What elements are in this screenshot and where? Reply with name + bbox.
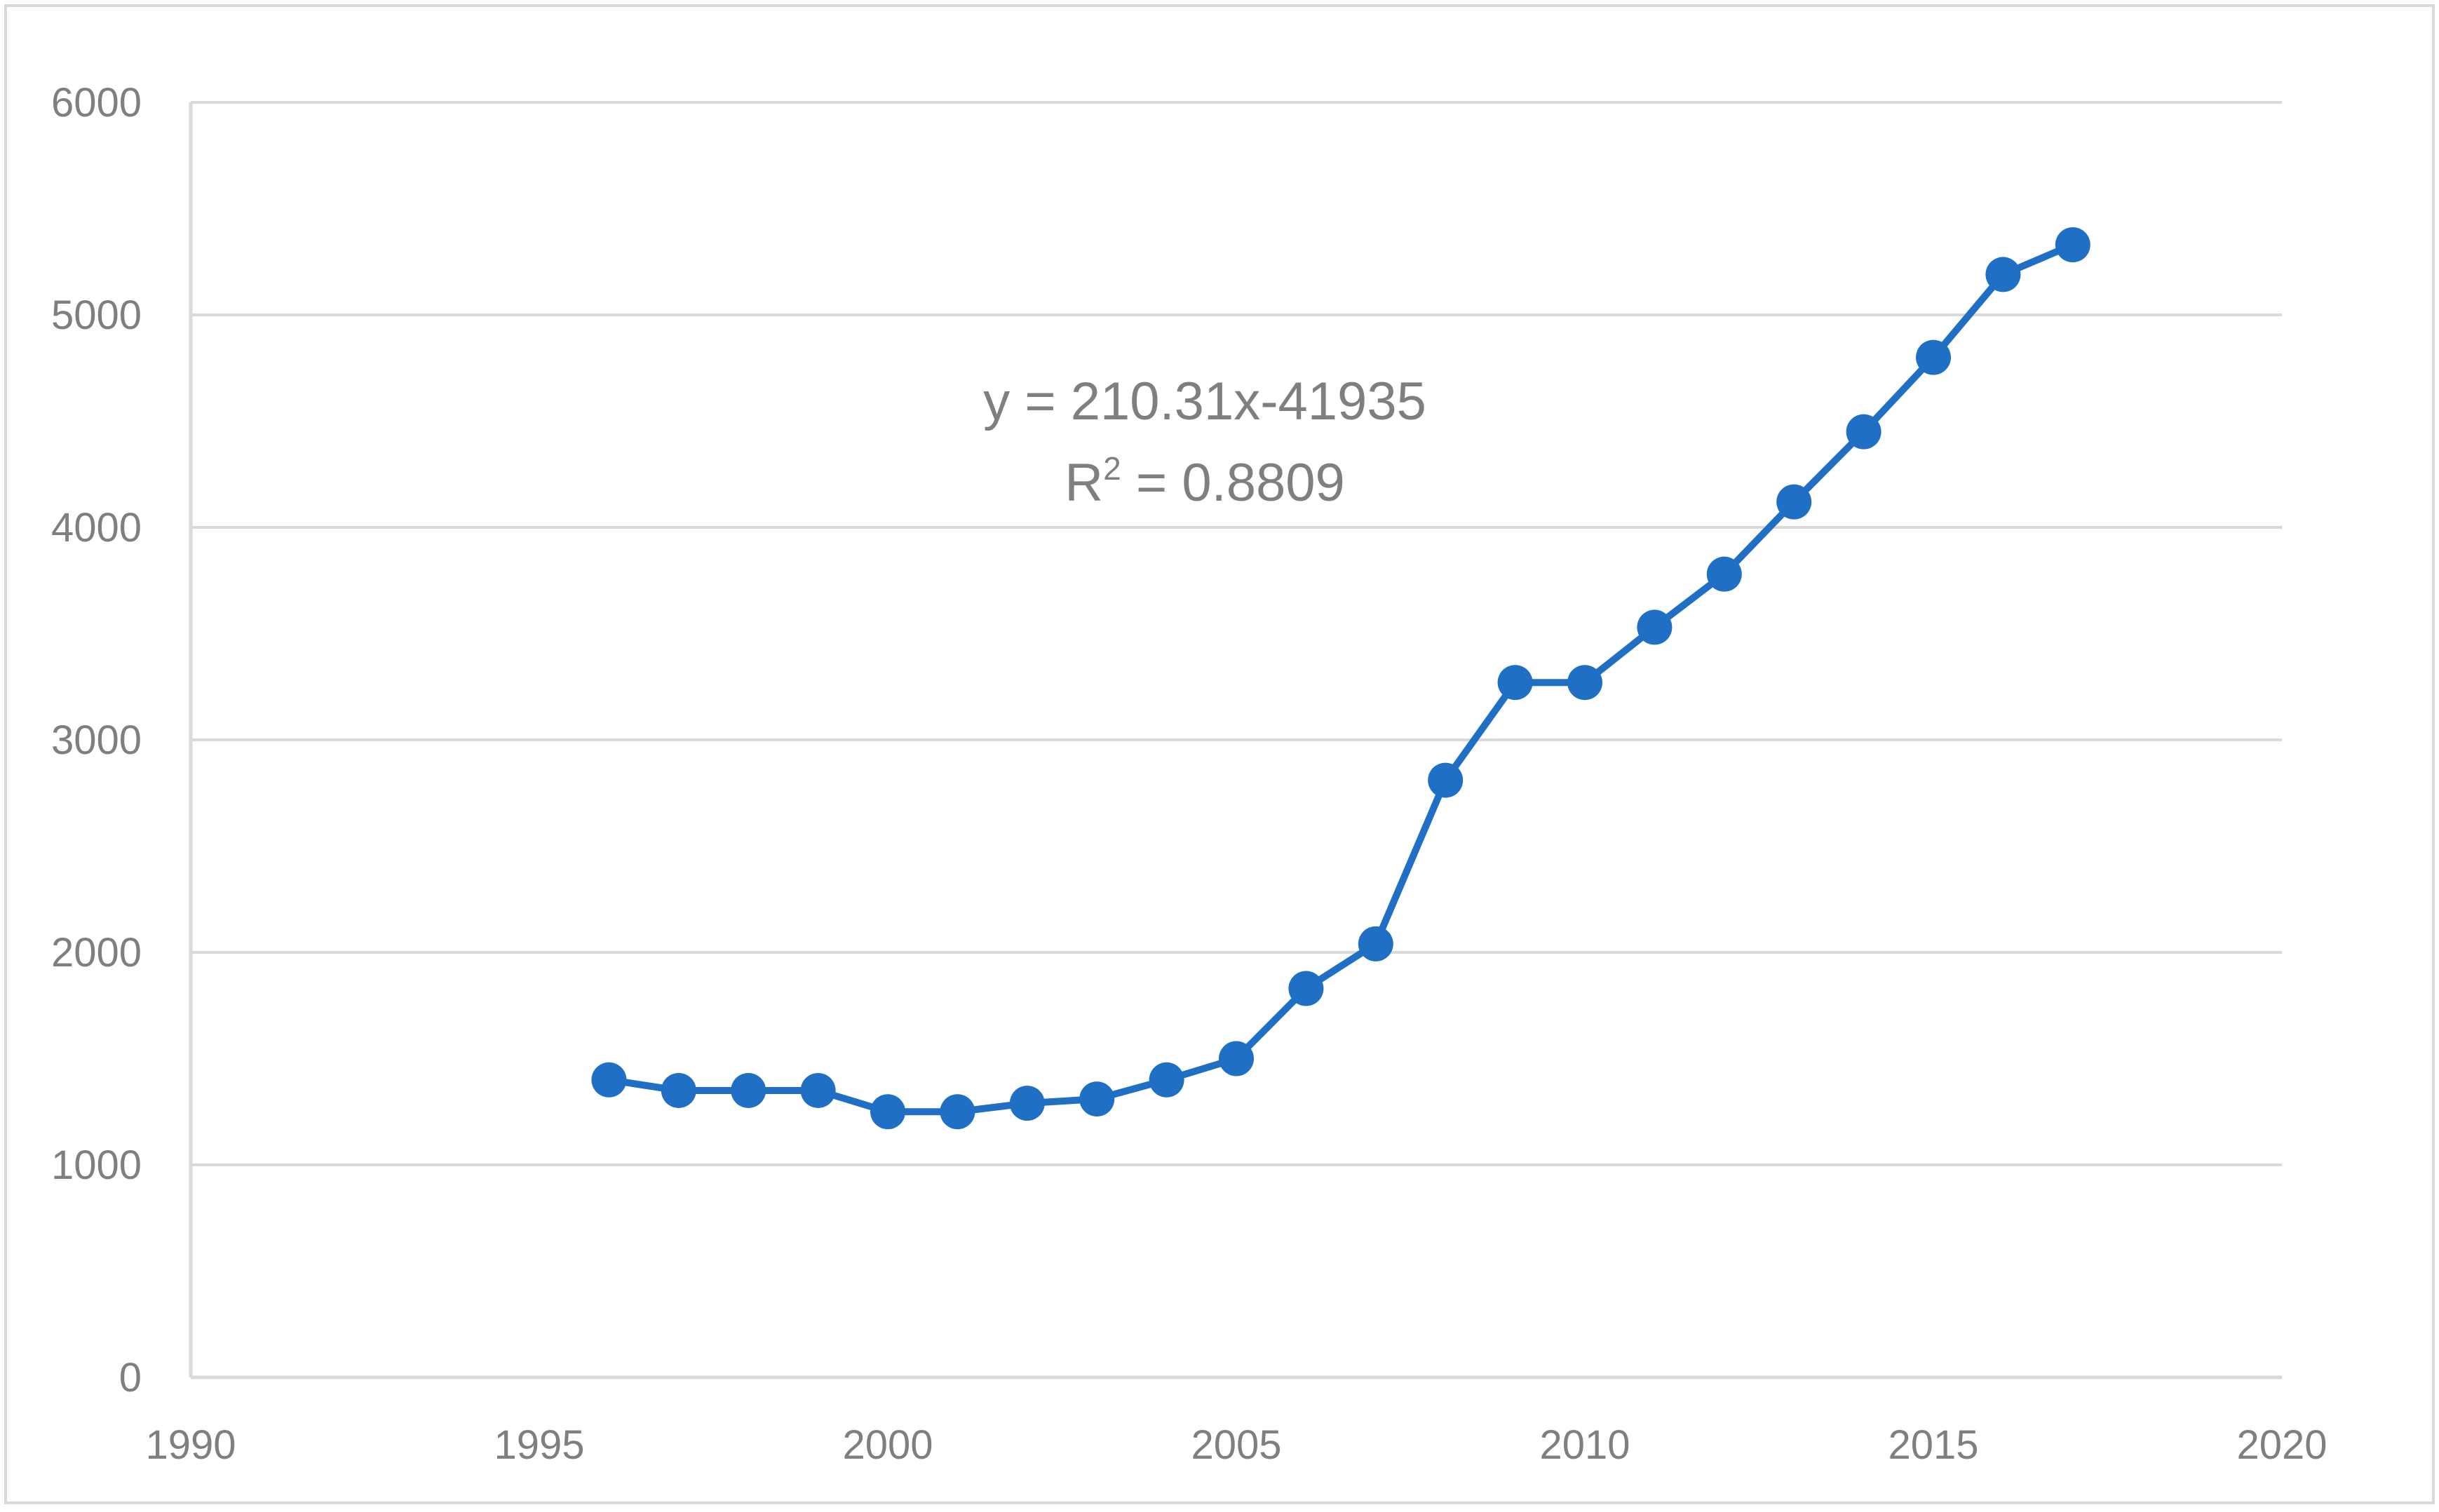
x-tick-label-1990: 1990 [145, 1422, 236, 1468]
data-point-2010 [1567, 665, 1602, 701]
r-squared-r: R [1065, 453, 1103, 513]
data-point-2007 [1358, 926, 1393, 961]
series-line [605, 241, 2076, 1116]
y-tick-label-6000: 6000 [51, 80, 142, 126]
data-point-2013 [1776, 484, 1812, 520]
y-tick-label-0: 0 [119, 1355, 142, 1400]
r-squared-label: R2 = 0.8809 [1065, 450, 1345, 513]
chart-border [4, 4, 2435, 1504]
y-axis-tick-labels: 0 1000 2000 3000 4000 5000 6000 [51, 80, 142, 1400]
data-point-2002 [1009, 1086, 1045, 1121]
data-point-2014 [1846, 414, 1881, 450]
data-point-2016 [1985, 257, 2021, 292]
gridlines [191, 101, 2282, 1166]
x-tick-label-2015: 2015 [1888, 1422, 1978, 1468]
x-axis-tick-labels: 1990 1995 2000 2005 2010 2015 2020 [145, 1422, 2327, 1468]
data-point-2011 [1637, 609, 1673, 645]
data-point-2000 [870, 1094, 905, 1130]
y-tick-label-5000: 5000 [51, 292, 142, 338]
r-squared-superscript: 2 [1103, 450, 1121, 487]
data-point-1999 [800, 1072, 836, 1108]
data-point-2003 [1079, 1081, 1115, 1117]
axes [189, 102, 2282, 1379]
data-point-2005 [1219, 1041, 1254, 1076]
x-tick-label-2005: 2005 [1191, 1422, 1281, 1468]
y-tick-label-3000: 3000 [51, 717, 142, 763]
x-tick-label-2010: 2010 [1539, 1422, 1630, 1468]
trendline-annotation: y = 210.31x-41935 R2 = 0.8809 [983, 372, 1426, 513]
data-point-2004 [1149, 1062, 1184, 1098]
x-tick-label-2020: 2020 [2236, 1422, 2327, 1468]
data-point-2015 [1916, 339, 1951, 375]
data-point-2008 [1428, 762, 1464, 798]
x-tick-label-1995: 1995 [494, 1422, 584, 1468]
r-squared-value: = 0.8809 [1121, 453, 1345, 513]
data-point-1998 [731, 1072, 766, 1108]
y-tick-label-1000: 1000 [51, 1142, 142, 1188]
data-point-1997 [661, 1072, 696, 1108]
data-point-2009 [1497, 665, 1533, 701]
data-point-2017 [2055, 227, 2090, 263]
data-point-1996 [591, 1062, 627, 1098]
y-tick-label-4000: 4000 [51, 505, 142, 551]
data-series [591, 227, 2090, 1130]
data-point-2001 [940, 1094, 975, 1130]
data-point-2012 [1706, 556, 1742, 592]
trendline-equation: y = 210.31x-41935 [983, 372, 1426, 431]
data-point-2006 [1288, 971, 1324, 1006]
y-tick-label-2000: 2000 [51, 930, 142, 976]
x-tick-label-2000: 2000 [842, 1422, 933, 1468]
